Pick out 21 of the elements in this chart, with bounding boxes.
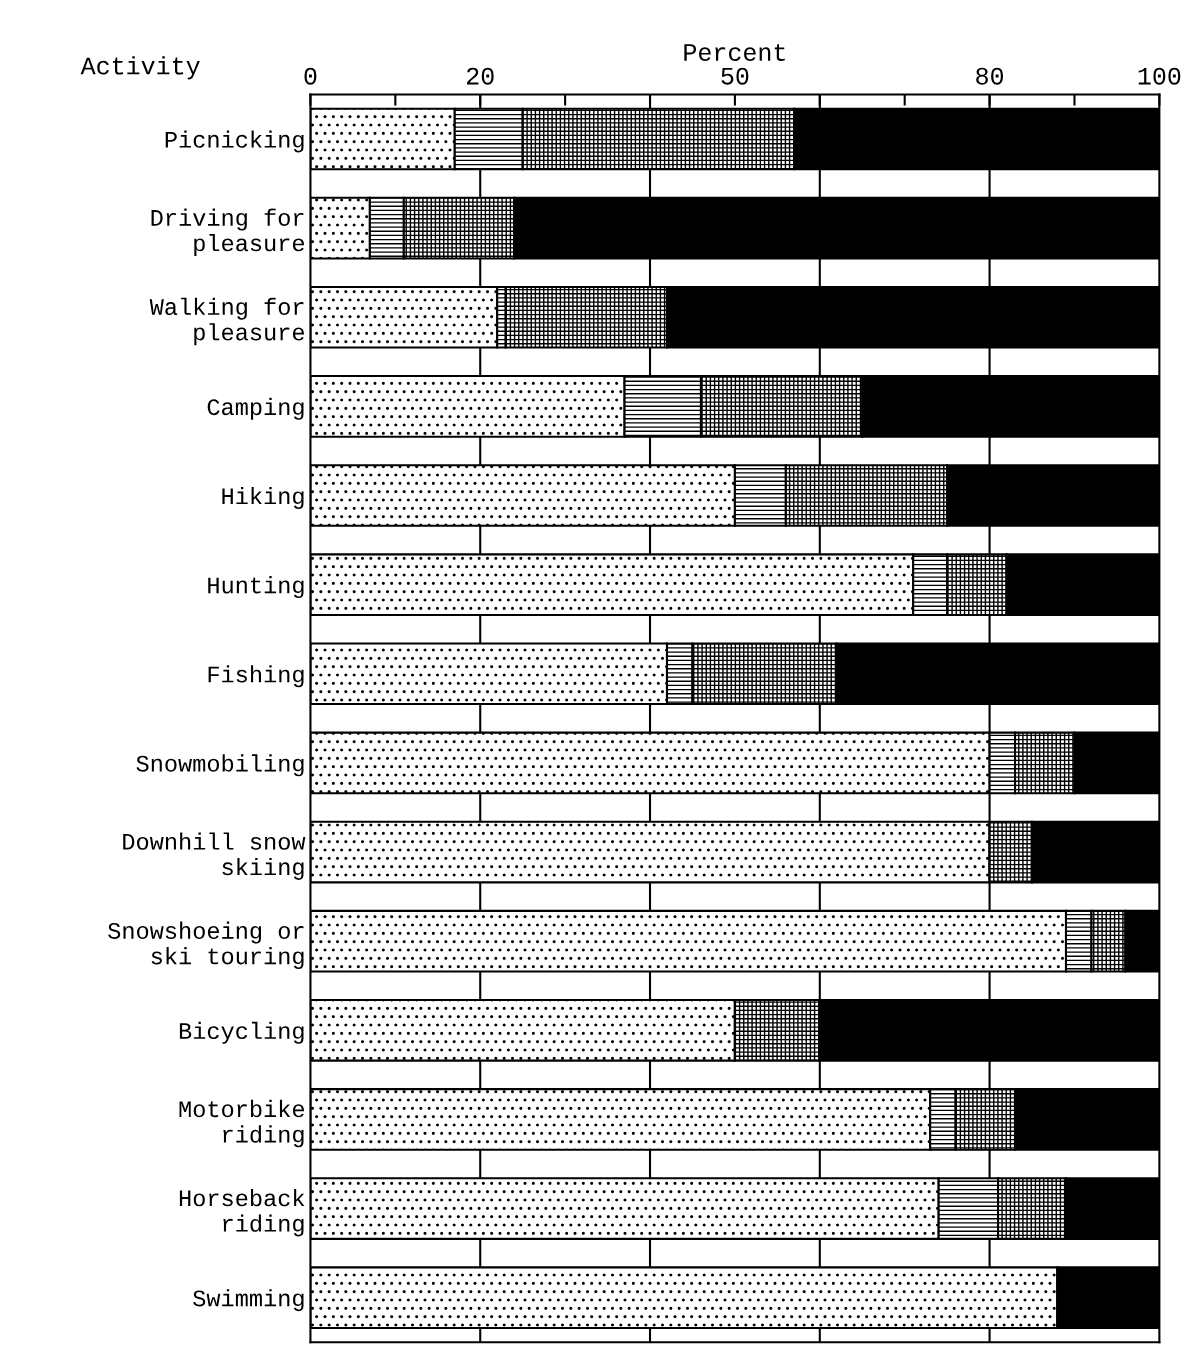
y-tick-label: Horseback riding: [179, 1189, 305, 1237]
y-tick-label: Snowmobiling: [136, 754, 304, 777]
y-axis-title: Activity: [80, 56, 200, 80]
y-tick-label: Snowshoeing or ski touring: [108, 921, 304, 970]
y-tick-label: Hiking: [222, 486, 304, 509]
y-tick-label: Camping: [207, 397, 304, 420]
y-tick-label: Picnicking: [165, 130, 304, 153]
x-tick-label: 100: [1138, 67, 1181, 85]
x-tick-label: 50: [721, 67, 749, 85]
x-tick-label: 80: [976, 67, 1004, 85]
x-tick-label: 0: [304, 67, 317, 85]
y-tick-label: Bicycling: [179, 1021, 304, 1044]
y-tick-label: Fishing: [208, 665, 304, 688]
y-tick-label: Motorbike riding: [179, 1099, 305, 1148]
x-tick-label: 20: [466, 67, 494, 85]
y-tick-label: Downhill snow skiing: [123, 832, 306, 880]
y-tick-label: Walking for pleasure: [149, 297, 305, 346]
x-axis-title: Percent: [684, 44, 785, 61]
y-tick-label: Swimming: [193, 1289, 304, 1312]
y-tick-label: Hunting: [208, 576, 304, 599]
y-tick-label: Driving for pleasure: [151, 208, 305, 257]
